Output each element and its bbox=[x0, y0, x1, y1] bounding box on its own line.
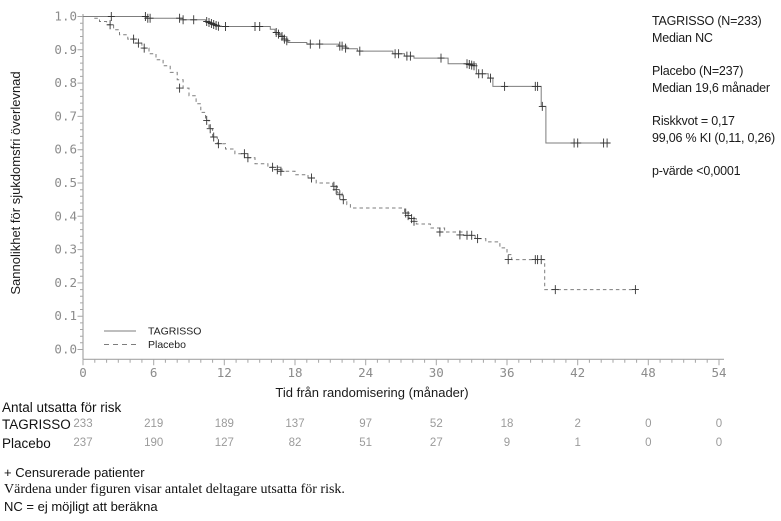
risk-count: 233 bbox=[73, 418, 93, 430]
annotation-line: Placebo (N=237) bbox=[652, 64, 744, 78]
annotation-group: TAGRISSO (N=233) Median NC bbox=[652, 13, 781, 47]
risk-row-label: TAGRISSO bbox=[2, 417, 71, 432]
annotation-line: 99,06 % KI (0,11, 0,26) bbox=[652, 131, 776, 145]
legend-label: Placebo bbox=[148, 339, 186, 351]
risk-table-title: Antal utsatta för risk bbox=[2, 400, 122, 415]
risk-count: 18 bbox=[500, 418, 514, 430]
x-tick-label: 18 bbox=[287, 365, 302, 380]
annotation-line: Median NC bbox=[652, 31, 713, 45]
risk-count: 127 bbox=[214, 437, 234, 449]
footnote-line: + Censurerade patienter bbox=[4, 465, 145, 480]
x-tick-label: 30 bbox=[429, 365, 444, 380]
annotation-block: TAGRISSO (N=233) Median NC Placebo (N=237)… bbox=[652, 13, 781, 196]
x-axis-title: Tid från randomisering (månader) bbox=[275, 385, 468, 400]
y-tick-label: 0.6 bbox=[54, 142, 77, 157]
x-tick-label: 42 bbox=[570, 365, 585, 380]
risk-count: 2 bbox=[574, 418, 581, 430]
risk-count: 189 bbox=[214, 418, 234, 430]
annotation-line: p-värde <0,0001 bbox=[652, 164, 741, 178]
y-tick-label: 0.1 bbox=[54, 308, 77, 323]
risk-count: 9 bbox=[503, 437, 511, 449]
risk-count: 97 bbox=[359, 418, 373, 430]
x-tick-label: 0 bbox=[79, 365, 87, 380]
risk-count: 52 bbox=[429, 418, 443, 430]
footnote-line: NC = ej möjligt att beräkna bbox=[4, 499, 158, 514]
x-tick-label: 24 bbox=[358, 365, 373, 380]
annotation-line: Median 19,6 månader bbox=[652, 81, 770, 95]
annotation-group: Placebo (N=237) Median 19,6 månader bbox=[652, 63, 781, 97]
y-tick-label: 0.8 bbox=[54, 75, 77, 90]
footnote-line: Värdena under figuren visar antalet delt… bbox=[4, 482, 345, 497]
risk-count: 82 bbox=[288, 437, 302, 449]
footnotes: + Censurerade patienter Värdena under fig… bbox=[4, 465, 345, 516]
y-tick-label: 0.5 bbox=[54, 175, 77, 190]
x-tick-label: 12 bbox=[217, 365, 232, 380]
x-tick-label: 54 bbox=[711, 365, 726, 380]
risk-count: 190 bbox=[144, 437, 164, 449]
series-placebo-censor-marks bbox=[106, 20, 639, 295]
risk-count: 51 bbox=[359, 437, 373, 449]
annotation-line: TAGRISSO (N=233) bbox=[652, 14, 762, 28]
annotation-line: Riskkvot = 0,17 bbox=[652, 114, 735, 128]
series-tagrisso-censor-marks bbox=[107, 12, 611, 148]
annotation-group: Riskkvot = 0,17 99,06 % KI (0,11, 0,26) bbox=[652, 113, 781, 147]
axis-ticks bbox=[77, 16, 720, 366]
legend-label: TAGRISSO bbox=[148, 326, 201, 338]
axis-lines bbox=[82, 14, 724, 360]
x-tick-label: 6 bbox=[150, 365, 158, 380]
risk-count: 27 bbox=[429, 437, 443, 449]
y-tick-label: 0.0 bbox=[54, 342, 77, 357]
risk-count: 0 bbox=[715, 437, 723, 449]
km-plot: 0.0 0.1 0.2 0.3 0.4 0.5 0.6 0.7 0.8 0.9 1.0 0 6 12 18 2… bbox=[8, 9, 727, 401]
annotation-group: p-värde <0,0001 bbox=[652, 163, 781, 180]
y-tick-label: 0.7 bbox=[54, 108, 77, 123]
series-tagrisso-line bbox=[83, 16, 610, 144]
risk-count: 237 bbox=[73, 437, 93, 449]
risk-count: 137 bbox=[285, 418, 305, 430]
y-tick-label: 0.4 bbox=[54, 208, 77, 223]
y-tick-label: 0.3 bbox=[54, 242, 77, 257]
risk-count: 0 bbox=[645, 418, 652, 430]
y-tick-label: 1.0 bbox=[54, 9, 77, 24]
risk-count: 1 bbox=[574, 437, 581, 449]
risk-count: 219 bbox=[144, 418, 164, 430]
risk-count: 0 bbox=[715, 418, 723, 430]
risk-row-label: Placebo bbox=[2, 436, 51, 451]
y-axis-title: Sannolikhet för sjukdomsfri överlevnad bbox=[8, 71, 23, 294]
x-tick-label: 48 bbox=[641, 365, 656, 380]
series-placebo-line bbox=[83, 16, 636, 291]
y-tick-label: 0.9 bbox=[54, 42, 77, 57]
risk-count: 0 bbox=[645, 437, 652, 449]
y-tick-label: 0.2 bbox=[54, 275, 77, 290]
x-tick-label: 36 bbox=[499, 365, 514, 380]
